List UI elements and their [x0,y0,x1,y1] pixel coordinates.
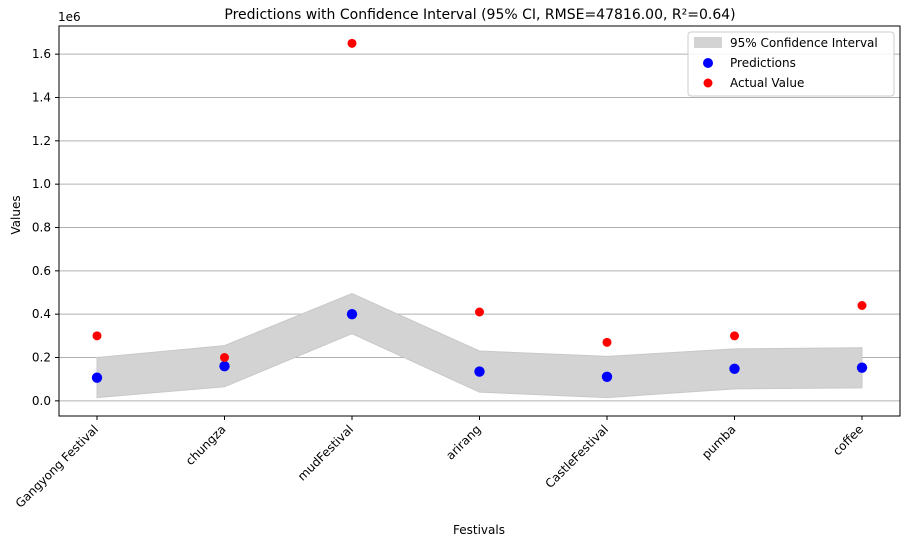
y-tick-label: 1.2 [32,134,51,148]
x-tick-label: pumba [699,422,739,462]
x-tick-label: arirang [443,422,483,462]
actual-point [475,307,484,317]
x-axis-label: Festivals [453,523,505,537]
x-tick-label: coffee [830,422,866,458]
y-tick-label: 0.0 [32,394,51,408]
prediction-point [474,366,485,377]
legend-actual-label: Actual Value [730,76,804,90]
y-tick-label: 1.4 [32,91,51,105]
actual-point [92,331,102,341]
prediction-point [219,360,230,372]
actual-point [347,38,357,48]
x-ticks: Gangyong Festival chungza mudFestival arira… [13,416,866,511]
y-tick-label: 1.6 [32,47,51,61]
y-axis-label: Values [9,195,23,234]
prediction-point [729,363,740,374]
legend-ci-swatch [694,37,722,48]
y-tick-label: 1.0 [32,177,51,191]
legend-predictions-marker [703,58,713,68]
x-tick-label: Gangyong Festival [13,422,101,510]
prediction-point [601,371,613,382]
chart-title: Predictions with Confidence Interval (95… [224,7,735,23]
prediction-point [856,362,868,373]
points-layer [91,38,868,383]
legend-actual-marker [703,78,713,88]
confidence-band [96,293,863,399]
y-tick-label: 0.6 [32,264,51,278]
actual-point [730,331,739,341]
x-tick-label: CastleFestival [542,422,611,491]
prediction-point [91,372,103,383]
actual-point [602,337,612,347]
x-tick-label: chungza [183,422,229,468]
actual-point [220,353,229,362]
y-tick-label: 0.8 [32,221,51,235]
y-tick-label: 0.2 [32,351,51,365]
confidence-band-layer [96,293,863,399]
y-ticks: 0.0 0.2 0.4 0.6 0.8 1.0 1.2 1.4 1.6 [32,47,59,408]
actual-point [857,301,867,310]
legend-predictions-label: Predictions [730,56,796,70]
prediction-point [346,308,358,320]
y-tick-label: 0.4 [32,307,51,321]
legend: 95% Confidence Interval Predictions Actu… [687,31,895,97]
legend-frame [687,31,895,97]
legend-ci-label: 95% Confidence Interval [730,36,878,50]
x-tick-label: mudFestival [295,422,356,483]
y-offset-label: 1e6 [58,10,81,24]
